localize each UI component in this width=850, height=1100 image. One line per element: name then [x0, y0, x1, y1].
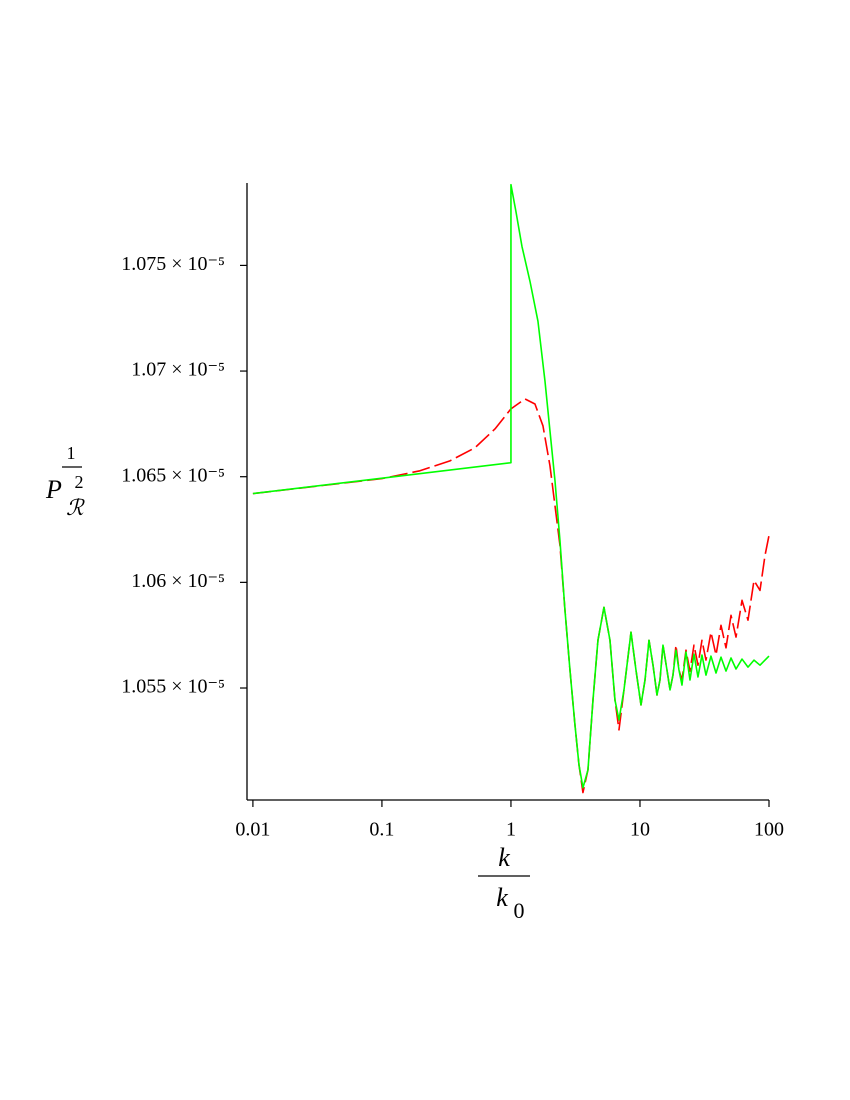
- x-tick-label: 10: [630, 819, 650, 841]
- x-tick-label: 0.1: [369, 819, 394, 841]
- x-label-numerator: k: [498, 843, 510, 872]
- y-tick-label: 1.07 × 10⁻⁵: [131, 359, 225, 381]
- y-label-exponent-numerator: 1: [67, 443, 76, 463]
- x-tick-label: 0.01: [235, 819, 270, 841]
- y-label-exponent-denominator: 2: [75, 472, 84, 492]
- y-tick-label: 1.075 × 10⁻⁵: [121, 253, 225, 275]
- line-series: [252, 183, 770, 789]
- y-label-base: P: [45, 475, 62, 504]
- x-label-denominator: k: [496, 883, 508, 912]
- x-tick-label: 1: [506, 819, 516, 841]
- y-tick-label: 1.06 × 10⁻⁵: [131, 570, 225, 592]
- x-label-denominator-subscript: 0: [514, 898, 525, 923]
- y-tick-label: 1.055 × 10⁻⁵: [121, 676, 225, 698]
- y-tick-label: 1.065 × 10⁻⁵: [121, 464, 225, 486]
- x-axis-label: k k 0: [478, 843, 530, 923]
- x-tick-label: 100: [754, 819, 784, 841]
- y-axis-label: P ℛ 1 2: [45, 443, 85, 520]
- y-label-subscript: ℛ: [66, 495, 85, 520]
